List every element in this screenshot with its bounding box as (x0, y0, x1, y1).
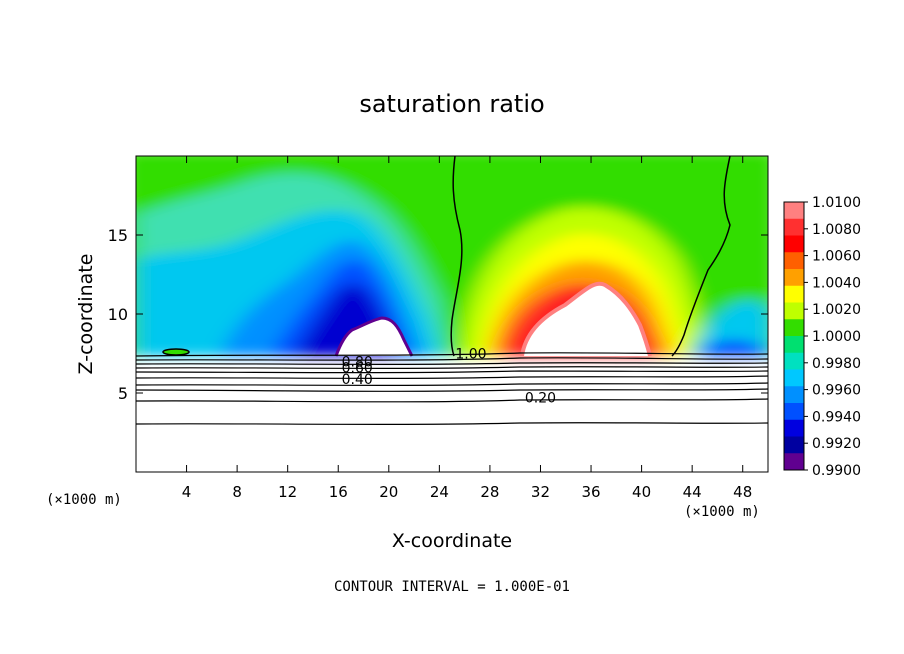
colorbar-swatch (784, 369, 804, 387)
colorbar-label: 1.0020 (812, 302, 861, 318)
colorbar-swatch (784, 453, 804, 471)
saturation-field (136, 156, 768, 356)
x-tick-label: 36 (581, 483, 600, 501)
colorbar-swatch (784, 352, 804, 370)
colorbar-swatch (784, 252, 804, 270)
x-tick-label: 20 (379, 483, 398, 501)
colorbar-swatch (784, 235, 804, 253)
x-axis-label: X-coordinate (392, 530, 512, 552)
field-purple-fringe-left (334, 316, 414, 357)
lower-contours (136, 352, 768, 425)
colorbar-swatch (784, 386, 804, 404)
y-tick-label: 5 (118, 384, 128, 403)
colorbar-label: 1.0060 (812, 249, 861, 265)
colorbar-swatch (784, 336, 804, 354)
colorbar-swatch (784, 436, 804, 454)
x-tick-label: 16 (329, 483, 348, 501)
contour-label: 0.60 (342, 361, 373, 377)
x-axis: 4 8 12 16 20 24 28 32 36 40 44 48 (182, 156, 752, 501)
x-unit-left: (×1000 m) (46, 492, 122, 508)
contour-interval-footer: CONTOUR INTERVAL = 1.000E-01 (334, 579, 570, 595)
contour-label: 0.20 (525, 391, 556, 407)
colorbar-label: 1.0000 (812, 329, 861, 345)
plot-area (136, 156, 768, 472)
contour-small-loop (162, 348, 190, 356)
colorbar-swatch (784, 218, 804, 236)
x-tick-label: 48 (733, 483, 752, 501)
contour-line (136, 366, 768, 369)
contour-line (136, 398, 768, 403)
contour-labels: 1.00 0.800.600.40 0.20 (342, 347, 556, 407)
x-tick-label: 28 (480, 483, 499, 501)
x-tick-label: 4 (182, 483, 192, 501)
y-tick-label: 10 (108, 305, 128, 324)
y-tick-label: 15 (108, 226, 128, 245)
colorbar-swatch (784, 319, 804, 337)
contour-label: 0.80 (342, 354, 373, 370)
colorbar-swatch (784, 302, 804, 320)
contour-line (136, 388, 768, 392)
contour-line (136, 370, 768, 374)
colorbar-swatch (784, 403, 804, 421)
contour-line (136, 375, 768, 379)
contour-line (136, 357, 768, 361)
x-tick-label: 44 (683, 483, 702, 501)
colorbar-label: 0.9940 (812, 409, 861, 425)
contour-line (136, 422, 768, 425)
contour-line (136, 382, 768, 386)
field-pink-fringe-right (520, 281, 652, 357)
colorbar-label: 1.0040 (812, 275, 861, 291)
x-unit-right: (×1000 m) (684, 504, 760, 520)
field-white-low-left (336, 318, 412, 356)
field-blue-right (695, 339, 768, 356)
colorbar-swatch (784, 419, 804, 437)
colorbar-swatch (784, 285, 804, 303)
x-tick-label: 12 (278, 483, 297, 501)
x-tick-label: 8 (232, 483, 242, 501)
contour-1-00-left (450, 156, 463, 357)
colorbar-label: 1.0080 (812, 222, 861, 238)
contour-line (136, 352, 768, 357)
contour-label: 1.00 (455, 347, 486, 363)
colorbar-label: 1.0100 (812, 195, 861, 211)
colorbar-label: 0.9980 (812, 356, 861, 372)
x-tick-label: 40 (632, 483, 651, 501)
colorbar-swatch (784, 202, 804, 220)
contour-1-00-right (671, 156, 731, 357)
colorbar-label: 0.9920 (812, 436, 861, 452)
chart-title: saturation ratio (359, 90, 544, 118)
colorbar-label: 0.9900 (812, 463, 861, 479)
y-axis-label: Z-coordinate (75, 254, 97, 375)
x-tick-label: 24 (430, 483, 449, 501)
colorbar-swatch (784, 269, 804, 287)
x-tick-label: 32 (531, 483, 550, 501)
y-axis: 5 10 15 (108, 226, 768, 403)
colorbar: 1.0100 1.0080 1.0060 1.0040 1.0020 1.0000 0.99… (783, 195, 861, 479)
contour-label: 0.40 (342, 372, 373, 388)
contour-line (136, 362, 768, 365)
colorbar-label: 0.9960 (812, 383, 861, 399)
field-white-peak-right (522, 283, 650, 356)
